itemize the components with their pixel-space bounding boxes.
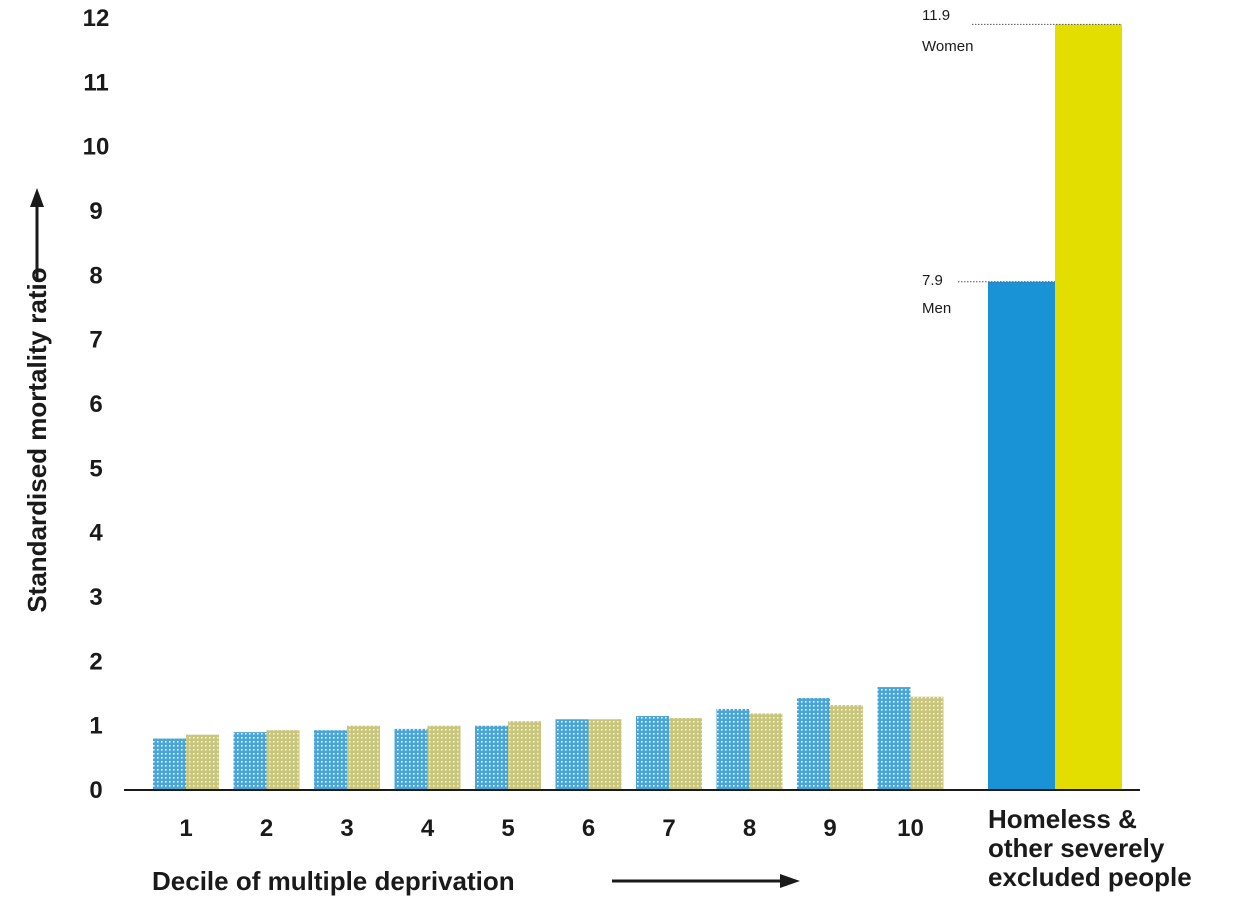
bar-decile-3-series-2 [347,725,380,790]
x-tick-labels: 1 2 3 4 5 6 7 8 9 10 [179,815,924,842]
x-tick-label: 9 [823,815,836,842]
homeless-label-line-3: excluded people [988,862,1192,892]
men-value-label: 7.9 [922,272,943,289]
y-axis-arrow-head [30,188,44,207]
bar-decile-1-series-2 [186,734,219,790]
bar-decile-5-series-1 [475,725,508,790]
y-tick-label: 9 [89,198,102,225]
bar-decile-10-series-2 [910,696,944,790]
women-value-label: 11.9 [922,7,950,24]
x-tick-label: 3 [340,815,353,842]
y-tick-label: 7 [89,327,102,354]
bar-homeless-women [1055,24,1122,790]
bars [153,24,1122,790]
bar-decile-10-series-1 [877,687,911,790]
bar-decile-7-series-1 [636,716,669,790]
value-annotations: 11.9 Women 7.9 Men [922,7,1122,317]
x-tick-label: 6 [582,815,595,842]
bar-decile-6-series-2 [588,719,622,790]
x-tick-label: 2 [260,815,273,842]
bar-homeless-men [988,281,1055,790]
men-series-label: Men [922,300,951,317]
y-tick-label: 12 [83,5,110,32]
x-axis-arrow-head [780,874,800,888]
bar-decile-6-series-1 [555,719,589,790]
bar-decile-4-series-1 [394,728,428,790]
bar-decile-7-series-2 [669,717,702,790]
homeless-label-line-2: other severely [988,833,1165,863]
bar-decile-4-series-2 [427,725,461,790]
y-tick-label: 11 [83,69,108,96]
homeless-category-label: Homeless & other severely excluded peopl… [988,804,1192,892]
x-tick-label: 5 [501,815,514,842]
bar-decile-8-series-2 [749,713,783,790]
bar-decile-8-series-1 [716,708,750,790]
bar-decile-1-series-1 [153,738,186,790]
bar-decile-5-series-2 [508,721,541,790]
bar-decile-2-series-1 [233,732,267,790]
y-tick-label: 3 [89,584,102,611]
homeless-label-line-1: Homeless & [988,804,1137,834]
bar-decile-9-series-1 [797,698,830,790]
y-tick-label: 0 [89,777,102,804]
x-tick-label: 1 [179,815,192,842]
y-tick-label: 6 [89,391,102,418]
y-tick-label: 10 [83,134,110,161]
bar-decile-9-series-2 [830,705,863,790]
y-tick-label: 4 [89,520,103,547]
x-tick-label: 8 [743,815,756,842]
bar-decile-3-series-1 [314,730,347,790]
y-tick-label: 2 [89,648,102,675]
women-series-label: Women [922,38,973,55]
y-tick-label: 8 [89,262,102,289]
x-tick-label: 10 [897,815,924,842]
y-tick-label: 1 [89,713,102,740]
y-axis-title: Standardised mortality ratio [22,267,52,612]
x-tick-label: 4 [421,815,435,842]
x-axis-title: Decile of multiple deprivation [152,866,515,896]
bar-decile-2-series-2 [266,730,300,790]
x-tick-label: 7 [662,815,675,842]
y-tick-label: 5 [89,455,102,482]
